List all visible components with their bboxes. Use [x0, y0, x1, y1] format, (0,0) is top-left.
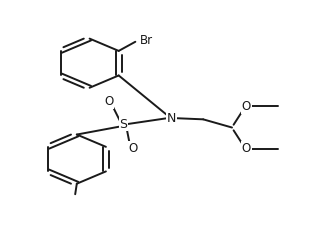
Text: S: S — [119, 117, 127, 131]
Text: O: O — [242, 100, 251, 113]
Text: N: N — [166, 112, 176, 125]
Text: O: O — [242, 142, 251, 155]
Text: Br: Br — [140, 34, 153, 47]
Text: O: O — [128, 142, 137, 155]
Text: O: O — [104, 95, 113, 108]
